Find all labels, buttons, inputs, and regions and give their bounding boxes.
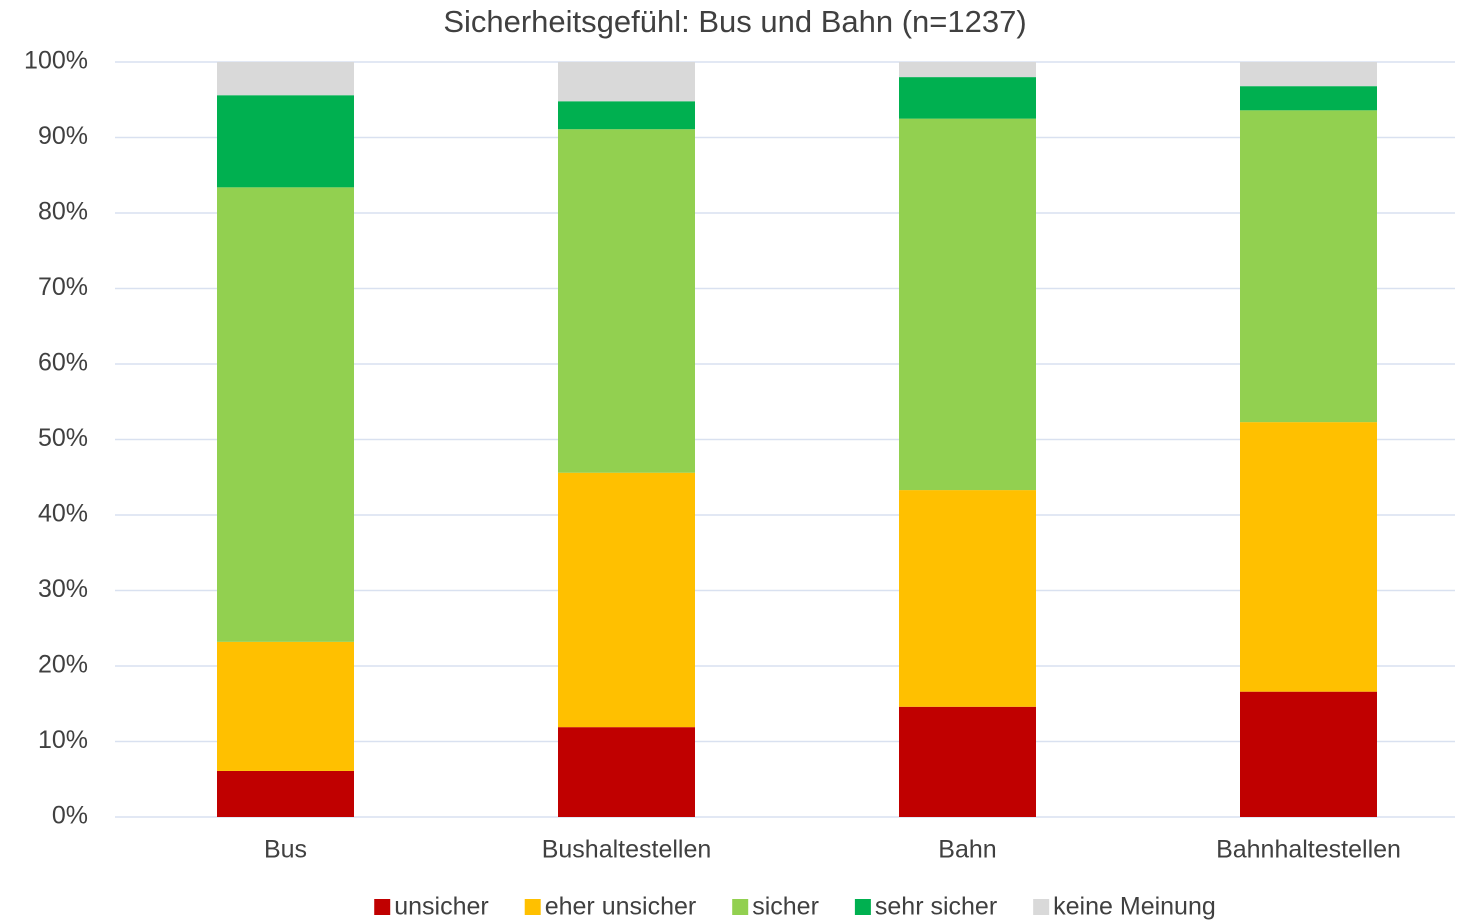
y-tick-label: 60% [38, 349, 88, 377]
y-tick-label: 70% [38, 273, 88, 301]
y-tick-label: 100% [24, 47, 88, 75]
y-tick-label: 80% [38, 198, 88, 226]
legend-swatch [524, 899, 541, 915]
chart-title: Sicherheitsgefühl: Bus und Bahn (n=1237) [443, 4, 1026, 39]
bar-segment [899, 706, 1036, 817]
bar-segment [558, 727, 695, 817]
bar-segment [899, 62, 1036, 78]
legend-label: eher unsicher [545, 893, 696, 921]
bar-segment [899, 77, 1036, 119]
y-tick-label: 90% [38, 122, 88, 150]
x-tick-label: Bus [264, 836, 307, 864]
x-tick-label: Bahn [938, 836, 996, 864]
bar-segment [217, 187, 354, 642]
legend-swatch [1033, 899, 1050, 915]
bar-segment [558, 472, 695, 728]
bar-segment [899, 118, 1036, 491]
legend-label: sicher [752, 893, 819, 921]
legend-swatch [374, 899, 391, 915]
legend-label: sehr sicher [875, 893, 997, 921]
legend-label: keine Meinung [1053, 893, 1216, 921]
x-tick-label: Bahnhaltestellen [1216, 836, 1401, 864]
y-tick-label: 40% [38, 500, 88, 528]
bar-segment [1240, 86, 1377, 111]
bar-segment [1240, 62, 1377, 87]
legend-swatch [854, 899, 871, 915]
bar-segment [558, 101, 695, 130]
bar-segment [558, 129, 695, 473]
bar-segment [217, 95, 354, 188]
bar-segment [1240, 422, 1377, 692]
legend-label: unsicher [394, 893, 489, 921]
bar-segment [1240, 691, 1377, 817]
y-tick-label: 50% [38, 424, 88, 452]
bar-segment [217, 62, 354, 96]
bar-segment [217, 770, 354, 817]
bar-segment [217, 641, 354, 771]
legend: unsicher eher unsicher sicher sehr sicher ke… [374, 893, 1216, 921]
y-tick-label: 0% [52, 802, 88, 830]
bar-segment [1240, 110, 1377, 423]
bar-segment [899, 490, 1036, 707]
x-tick-label: Bushaltestellen [542, 836, 712, 864]
bar-segment [558, 62, 695, 102]
y-tick-label: 10% [38, 726, 88, 754]
legend-swatch [732, 899, 749, 915]
y-tick-label: 20% [38, 651, 88, 679]
y-tick-label: 30% [38, 575, 88, 603]
